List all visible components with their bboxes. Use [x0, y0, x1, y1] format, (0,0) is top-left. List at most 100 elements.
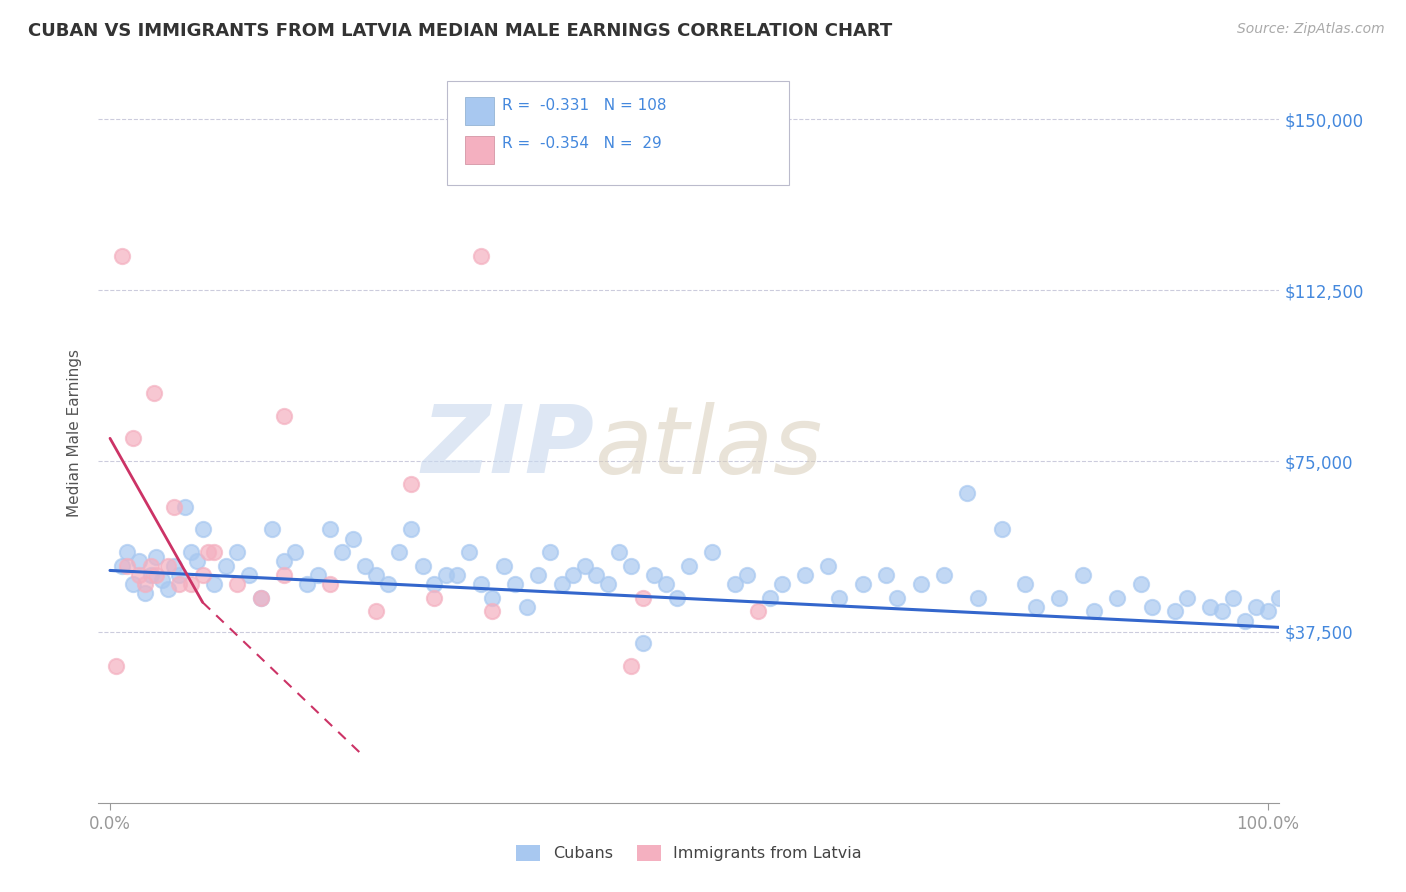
Point	[319, 523, 342, 537]
Point	[1071, 568, 1094, 582]
Point	[1222, 591, 1244, 605]
Point	[423, 577, 446, 591]
Point	[1257, 604, 1279, 618]
Point	[110, 249, 132, 263]
Legend: Cubans, Immigrants from Latvia: Cubans, Immigrants from Latvia	[516, 845, 862, 862]
Point	[353, 558, 375, 573]
Point	[852, 577, 875, 591]
Point	[1175, 591, 1198, 605]
Point	[366, 604, 388, 618]
Point	[1025, 599, 1047, 614]
Text: atlas: atlas	[595, 402, 823, 493]
Point	[1049, 591, 1071, 605]
Point	[273, 409, 295, 423]
Point	[143, 385, 166, 400]
Point	[481, 591, 503, 605]
Point	[377, 577, 399, 591]
Point	[666, 591, 689, 605]
Point	[1337, 614, 1360, 628]
Point	[1129, 577, 1152, 591]
Point	[122, 431, 145, 445]
Point	[174, 500, 197, 514]
Point	[434, 568, 457, 582]
Point	[330, 545, 353, 559]
Point	[117, 558, 139, 573]
Point	[1315, 599, 1337, 614]
Point	[139, 558, 162, 573]
Point	[156, 558, 179, 573]
Point	[191, 523, 214, 537]
Point	[724, 577, 747, 591]
Point	[169, 568, 191, 582]
Point	[967, 591, 990, 605]
Text: CUBAN VS IMMIGRANTS FROM LATVIA MEDIAN MALE EARNINGS CORRELATION CHART: CUBAN VS IMMIGRANTS FROM LATVIA MEDIAN M…	[28, 22, 893, 40]
Point	[399, 523, 422, 537]
Point	[770, 577, 793, 591]
Point	[1350, 599, 1372, 614]
Point	[249, 591, 271, 605]
Point	[1246, 599, 1268, 614]
Point	[1291, 604, 1313, 618]
Point	[1211, 604, 1233, 618]
Point	[150, 573, 173, 587]
Point	[735, 568, 758, 582]
Point	[1361, 604, 1384, 618]
Point	[643, 568, 665, 582]
Text: Source: ZipAtlas.com: Source: ZipAtlas.com	[1237, 22, 1385, 37]
Point	[470, 577, 492, 591]
Point	[145, 568, 167, 582]
Point	[585, 568, 607, 582]
Point	[134, 577, 156, 591]
FancyBboxPatch shape	[447, 81, 789, 185]
Point	[128, 554, 150, 568]
Point	[134, 586, 156, 600]
Point	[366, 568, 388, 582]
Point	[423, 591, 446, 605]
Point	[273, 554, 295, 568]
Point	[238, 568, 260, 582]
Point	[104, 659, 127, 673]
Point	[342, 532, 364, 546]
Point	[145, 549, 167, 564]
Point	[550, 577, 572, 591]
Point	[122, 577, 145, 591]
Point	[295, 577, 318, 591]
Point	[492, 558, 515, 573]
Point	[538, 545, 561, 559]
Point	[1372, 614, 1395, 628]
Point	[163, 558, 186, 573]
Point	[1107, 591, 1129, 605]
Point	[226, 577, 249, 591]
Point	[388, 545, 411, 559]
Text: R =  -0.331   N = 108: R = -0.331 N = 108	[502, 98, 666, 113]
Point	[596, 577, 619, 591]
Point	[1326, 604, 1348, 618]
Point	[516, 599, 538, 614]
Point	[759, 591, 782, 605]
Point	[202, 577, 225, 591]
Point	[1268, 591, 1291, 605]
Point	[527, 568, 550, 582]
Point	[470, 249, 492, 263]
Y-axis label: Median Male Earnings: Median Male Earnings	[67, 349, 83, 516]
Point	[180, 577, 202, 591]
Point	[631, 636, 654, 650]
FancyBboxPatch shape	[464, 97, 494, 126]
Point	[990, 523, 1012, 537]
Point	[620, 659, 643, 673]
Point	[139, 568, 162, 582]
Point	[412, 558, 434, 573]
Point	[793, 568, 815, 582]
Point	[1303, 614, 1326, 628]
Point	[163, 500, 186, 514]
Text: ZIP: ZIP	[422, 401, 595, 493]
Point	[1164, 604, 1187, 618]
Point	[128, 568, 150, 582]
Point	[481, 604, 503, 618]
Point	[1140, 599, 1163, 614]
Point	[399, 476, 422, 491]
Point	[875, 568, 897, 582]
Point	[226, 545, 249, 559]
Point	[284, 545, 307, 559]
Point	[262, 523, 284, 537]
